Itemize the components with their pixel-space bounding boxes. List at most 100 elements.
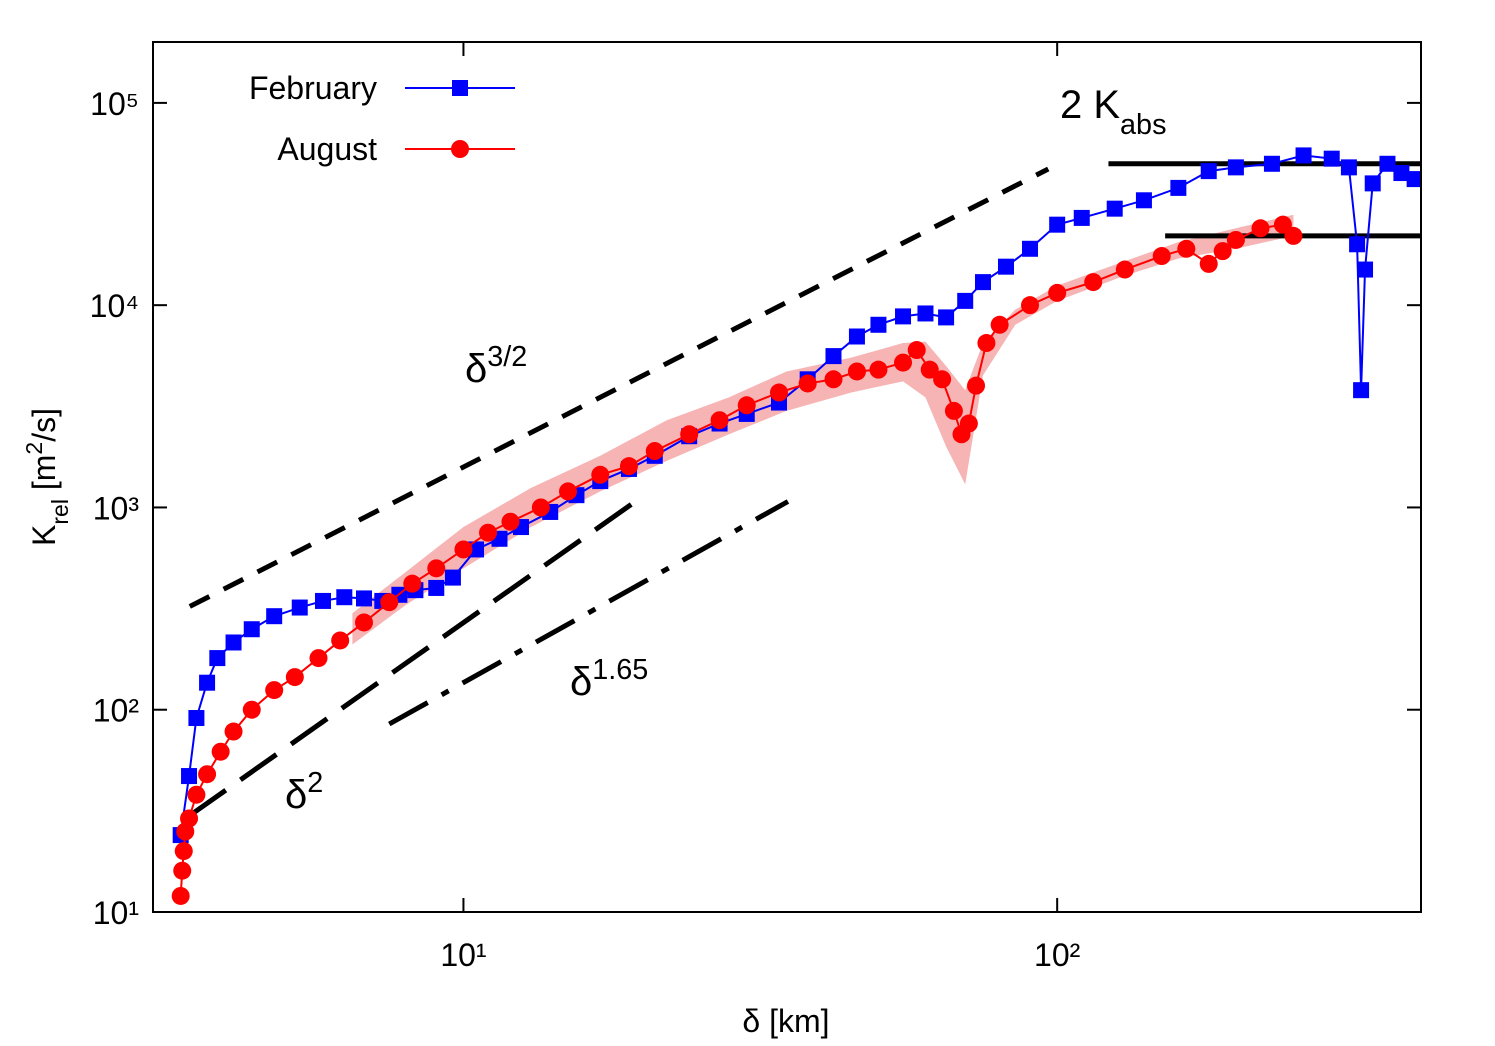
y-tick-label: 10³ <box>93 490 140 526</box>
data-point <box>173 861 192 880</box>
data-point <box>977 334 996 353</box>
data-point <box>1364 175 1381 192</box>
data-point <box>737 396 756 415</box>
data-point <box>558 482 577 501</box>
data-point <box>188 710 205 727</box>
data-point <box>710 411 729 430</box>
annotation: δ2 <box>285 767 323 817</box>
data-point <box>309 649 328 668</box>
data-point <box>1152 247 1171 266</box>
data-point <box>1048 283 1067 302</box>
data-point <box>1227 159 1244 176</box>
data-point <box>1357 261 1374 278</box>
data-point <box>444 569 461 586</box>
data-point <box>285 668 304 687</box>
data-point <box>1177 239 1196 258</box>
data-point <box>591 465 610 484</box>
data-point <box>619 457 638 476</box>
data-point <box>181 768 198 785</box>
data-point <box>1200 163 1217 180</box>
data-point <box>894 353 913 372</box>
data-point <box>967 376 986 395</box>
data-point <box>198 765 217 784</box>
data-point <box>1199 254 1218 273</box>
label-part: 2 K <box>1060 83 1120 127</box>
data-point <box>403 574 422 593</box>
label-part: abs <box>1120 109 1166 141</box>
data-point <box>291 599 308 616</box>
uncertainty-band <box>352 214 1294 645</box>
label-part: δ <box>570 660 592 704</box>
data-point <box>479 523 498 542</box>
data-point <box>847 362 866 381</box>
data-point <box>171 886 190 905</box>
data-point <box>1273 215 1292 234</box>
data-point <box>1226 230 1245 249</box>
data-point <box>265 681 284 700</box>
plot-area <box>171 147 1421 905</box>
label-part: /s] <box>26 408 62 442</box>
data-point <box>211 742 230 761</box>
data-point <box>501 512 520 531</box>
label-part: 2 <box>307 767 323 799</box>
data-point <box>1213 242 1232 261</box>
series-line <box>179 154 1416 836</box>
data-point <box>336 589 353 606</box>
label-part: rel <box>47 499 73 525</box>
data-point <box>224 722 243 741</box>
data-point <box>974 274 991 291</box>
data-point <box>187 785 206 804</box>
data-point <box>242 700 261 719</box>
annotation: δ3/2 <box>465 341 527 391</box>
data-point <box>1251 219 1270 238</box>
data-point <box>770 383 789 402</box>
label-part: 2 <box>21 442 47 455</box>
data-point <box>1406 171 1421 188</box>
data-point <box>1284 226 1303 245</box>
data-point <box>1263 155 1280 172</box>
data-point <box>531 498 550 517</box>
data-point <box>468 541 485 558</box>
data-point <box>1049 216 1066 233</box>
reference-line <box>188 166 1050 609</box>
data-point <box>266 608 283 625</box>
x-tick-label: 10² <box>1034 937 1081 973</box>
data-point <box>895 308 912 325</box>
x-tick-label: 10¹ <box>440 937 486 973</box>
data-point <box>1323 150 1340 167</box>
data-point <box>907 341 926 360</box>
data-point <box>1170 179 1187 196</box>
data-point <box>355 613 374 632</box>
label-part: K <box>26 525 62 546</box>
data-point <box>1349 236 1366 253</box>
data-point <box>1135 192 1152 209</box>
data-point <box>959 414 978 433</box>
data-point <box>933 370 952 389</box>
data-point <box>1379 155 1396 172</box>
y-axis-label: Krel [m2/s] <box>21 408 73 546</box>
data-point <box>380 593 399 612</box>
data-point <box>1353 382 1370 399</box>
reference-line <box>188 494 644 818</box>
data-point <box>1073 209 1090 226</box>
label-part: 3/2 <box>487 341 527 373</box>
data-point <box>1295 147 1312 164</box>
data-point <box>314 592 331 609</box>
data-point <box>428 579 445 596</box>
data-point <box>1021 296 1040 315</box>
axes-frame <box>152 41 1422 913</box>
label-part: δ <box>465 347 487 391</box>
data-point <box>427 559 446 578</box>
data-point <box>870 316 887 333</box>
label-part: δ <box>285 773 307 817</box>
data-point <box>944 401 963 420</box>
legend-marker <box>452 80 468 96</box>
data-point <box>356 590 373 607</box>
legend-marker <box>451 140 469 158</box>
data-point <box>798 374 817 393</box>
data-point <box>998 258 1015 275</box>
y-tick-label: 10⁴ <box>90 288 139 324</box>
data-point <box>199 674 216 691</box>
data-point <box>869 360 888 379</box>
